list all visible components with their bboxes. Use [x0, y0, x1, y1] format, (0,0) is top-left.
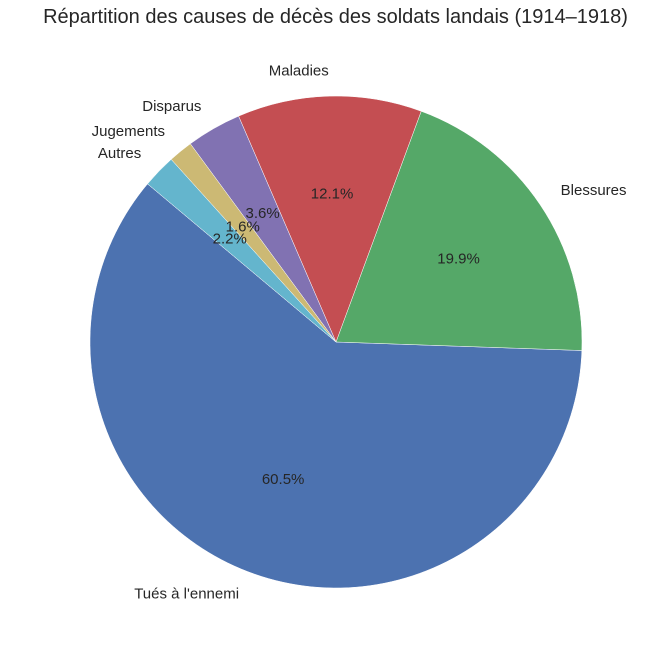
slice-label-maladies: Maladies	[269, 62, 329, 79]
pie-slice-autres	[147, 159, 337, 343]
pct-label-jugements: 1.6%	[226, 219, 260, 236]
pie-slice-tues-a-l-ennemi	[89, 183, 583, 589]
slice-label-tues-a-l-ennemi: Tués à l'ennemi	[134, 586, 239, 603]
slice-label-blessures: Blessures	[561, 182, 627, 199]
pct-label-disparus: 3.6%	[246, 205, 280, 222]
slice-label-disparus: Disparus	[142, 98, 201, 115]
pie-slice-maladies	[238, 95, 422, 343]
pct-label-tues-a-l-ennemi: 60.5%	[262, 471, 305, 488]
pct-label-blessures: 19.9%	[437, 251, 480, 268]
slice-label-autres: Autres	[98, 145, 141, 162]
pie-slices	[89, 95, 583, 589]
pie-slice-blessures	[335, 110, 583, 351]
chart-title: Répartition des causes de décès des sold…	[43, 6, 628, 28]
pct-label-maladies: 12.1%	[311, 185, 354, 202]
slice-label-jugements: Jugements	[92, 123, 165, 140]
pie-labels: Tués à l'ennemi 60.5% Blessures 19.9% Maladi…	[92, 62, 627, 602]
pct-label-autres: 2.2%	[213, 231, 247, 248]
